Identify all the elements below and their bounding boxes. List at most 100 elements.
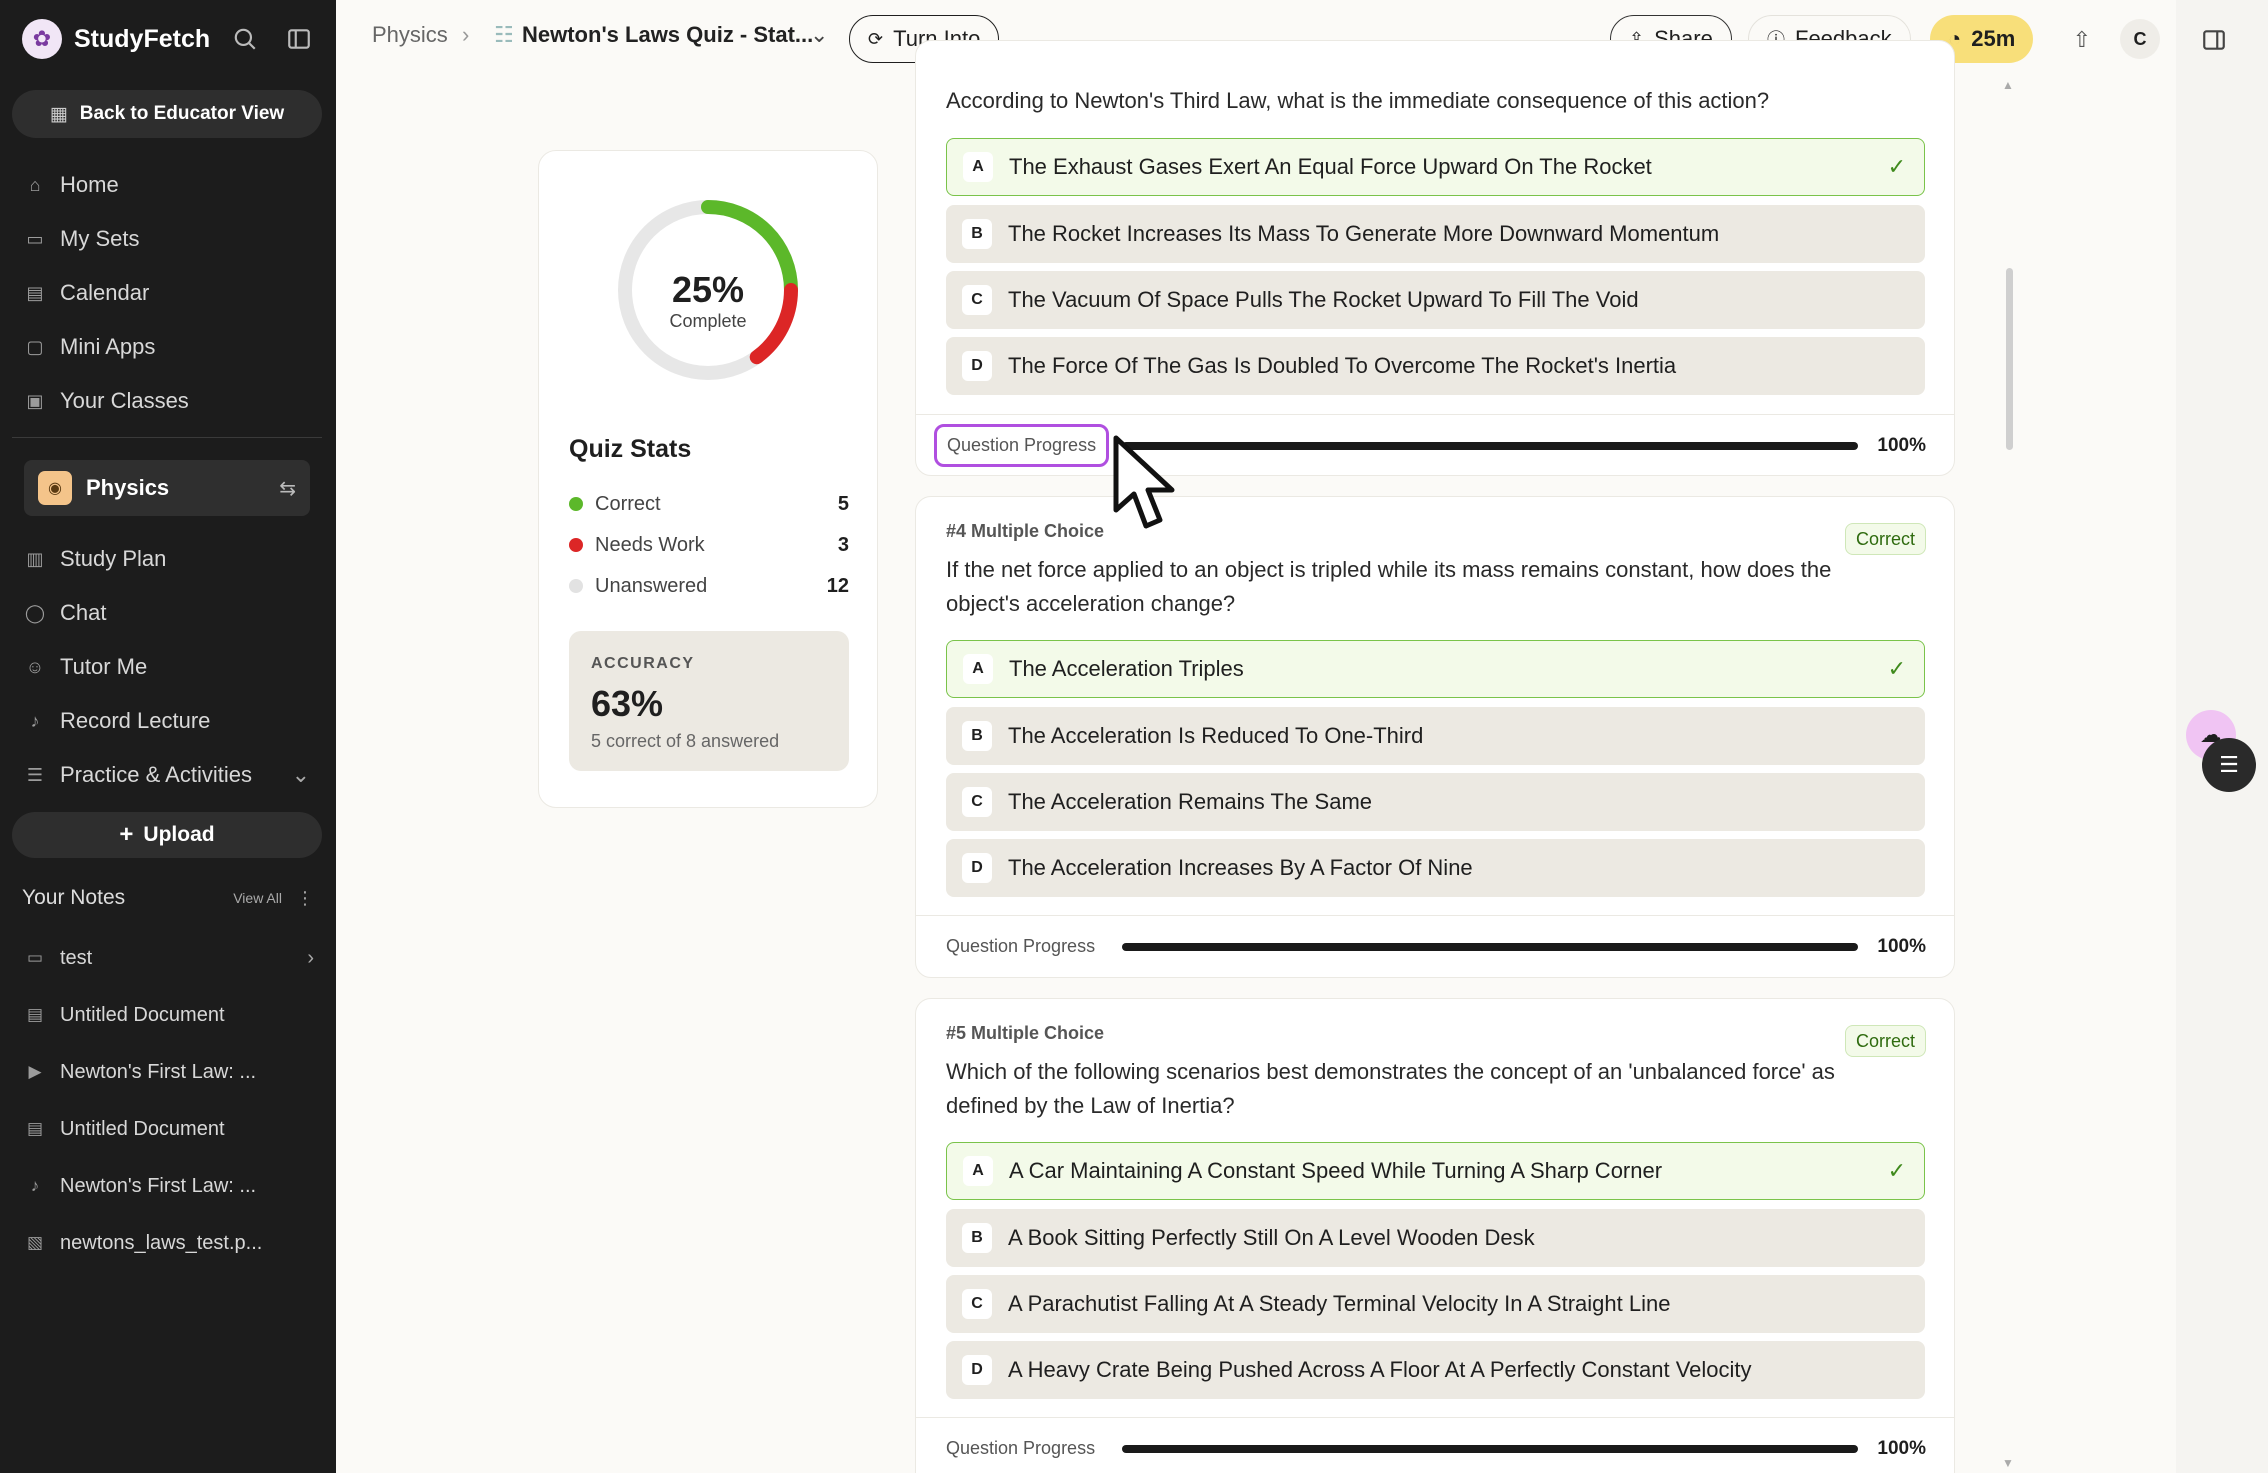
tutor-icon: ☺ xyxy=(25,656,45,677)
answer-option[interactable]: A A Car Maintaining A Constant Speed Whil… xyxy=(946,1142,1925,1200)
note-item[interactable]: ▶ Newton's First Law: ... xyxy=(24,1052,314,1092)
option-letter: C xyxy=(962,787,992,817)
breadcrumb-separator-icon: › xyxy=(462,22,470,47)
nav-item-tutor-me[interactable]: ☺ Tutor Me xyxy=(24,647,147,687)
answer-option[interactable]: D The Acceleration Increases By A Factor … xyxy=(946,839,1925,897)
option-text: A Car Maintaining A Constant Speed While… xyxy=(1009,1158,1663,1183)
option-letter: D xyxy=(962,1355,992,1385)
brand-name: StudyFetch xyxy=(74,24,211,53)
question-text: If the net force applied to an object is… xyxy=(946,557,1832,616)
option-text: The Vacuum Of Space Pulls The Rocket Upw… xyxy=(1008,287,1639,312)
nav-label: Home xyxy=(60,172,119,197)
question-card: #4 Multiple Choice Correct If the net fo… xyxy=(915,496,1955,978)
question-progress-bar xyxy=(1122,441,1858,450)
home-icon: ⌂ xyxy=(29,174,41,195)
nav-item-calendar[interactable]: ▤ Calendar xyxy=(24,273,149,313)
note-label: Untitled Document xyxy=(60,1117,225,1140)
question-progress-label[interactable]: Question Progress xyxy=(934,424,1110,467)
notes-header: Your Notes View All ⋮ xyxy=(22,880,314,916)
answer-option[interactable]: D A Heavy Crate Being Pushed Across A Flo… xyxy=(946,1341,1925,1399)
video-icon: ▶ xyxy=(28,1062,42,1081)
breadcrumb-current[interactable]: Newton's Laws Quiz - Stat... xyxy=(522,22,814,47)
percent-complete: 25% xyxy=(671,269,745,310)
answer-option[interactable]: C A Parachutist Falling At A Steady Termi… xyxy=(946,1275,1925,1333)
scroll-down-icon[interactable]: ▼ xyxy=(2002,1456,2014,1470)
nav-item-home[interactable]: ⌂ Home xyxy=(24,165,119,205)
nav-item-chat[interactable]: ◯ Chat xyxy=(24,593,107,633)
collapse-sidebar-icon[interactable] xyxy=(282,22,316,56)
back-to-educator-button[interactable]: ▦ Back to Educator View xyxy=(12,90,322,138)
option-text: The Force Of The Gas Is Doubled To Overc… xyxy=(1008,353,1677,378)
answer-option[interactable]: B The Rocket Increases Its Mass To Genera… xyxy=(946,205,1925,263)
convert-icon: ⟳ xyxy=(868,28,884,49)
question-progress: Question Progress 100% xyxy=(916,915,1954,977)
answer-option[interactable]: C The Acceleration Remains The Same xyxy=(946,773,1925,831)
nav-item-record-lecture[interactable]: ♪ Record Lecture xyxy=(24,701,211,741)
note-item[interactable]: ▭ test › xyxy=(24,938,314,978)
search-icon[interactable] xyxy=(228,22,262,56)
answer-option[interactable]: C The Vacuum Of Space Pulls The Rocket Up… xyxy=(946,271,1925,329)
answer-option[interactable]: B A Book Sitting Perfectly Still On A Lev… xyxy=(946,1209,1925,1267)
note-label: test xyxy=(60,946,93,969)
note-item[interactable]: ▤ Untitled Document xyxy=(24,1109,314,1149)
nav-item-my-sets[interactable]: ▭ My Sets xyxy=(24,219,139,259)
nav-item-mini-apps[interactable]: ▢ Mini Apps xyxy=(24,327,155,367)
note-item[interactable]: ▧ newtons_laws_test.p... xyxy=(24,1223,314,1263)
stat-label: Correct xyxy=(595,492,661,515)
note-item[interactable]: ▤ Untitled Document xyxy=(24,995,314,1035)
toggle-panel-icon[interactable] xyxy=(2198,24,2230,56)
question-text: Which of the following scenarios best de… xyxy=(946,1059,1835,1118)
avatar[interactable]: C xyxy=(2120,19,2160,59)
chevron-down-icon[interactable]: ⌄ xyxy=(810,22,829,47)
upload-button[interactable]: + Upload xyxy=(12,812,322,858)
scrollbar-thumb[interactable] xyxy=(2006,268,2013,450)
building-icon: ▦ xyxy=(49,103,68,125)
option-text: The Acceleration Increases By A Factor O… xyxy=(1008,855,1473,880)
answer-option[interactable]: A The Acceleration Triples ✓ xyxy=(946,640,1925,698)
stat-row-correct: Correct 5 xyxy=(569,489,849,519)
mouse-cursor-icon xyxy=(1113,435,1175,529)
subject-switcher[interactable]: ◉ Physics ⇆ xyxy=(24,460,310,516)
question-progress-label: Question Progress xyxy=(946,1438,1096,1458)
stat-row-needs-work: Needs Work 3 xyxy=(569,530,849,560)
timer-label: 25m xyxy=(1971,26,2016,51)
question-progress-percent: 100% xyxy=(1877,434,1926,456)
breadcrumb-root[interactable]: Physics xyxy=(372,22,448,47)
note-item[interactable]: ♪ Newton's First Law: ... xyxy=(24,1166,314,1206)
back-to-educator-label: Back to Educator View xyxy=(79,103,285,124)
question-card: According to Newton's Third Law, what is… xyxy=(915,40,1955,476)
scroll-up-icon[interactable]: ▲ xyxy=(2002,78,2014,92)
option-text: A Book Sitting Perfectly Still On A Leve… xyxy=(1008,1225,1535,1250)
mic-icon: ♪ xyxy=(30,710,40,731)
question-type: #5 Multiple Choice xyxy=(946,1023,1105,1043)
question-card: #5 Multiple Choice Correct Which of the … xyxy=(915,998,1955,1473)
question-progress-bar xyxy=(1122,1444,1858,1453)
more-options-icon[interactable]: ⋮ xyxy=(296,887,314,908)
folder-icon: ▭ xyxy=(26,228,44,249)
answer-option[interactable]: B The Acceleration Is Reduced To One-Thir… xyxy=(946,707,1925,765)
option-letter: B xyxy=(962,1223,992,1253)
note-label: Newton's First Law: ... xyxy=(60,1174,257,1197)
folder-icon: ▭ xyxy=(26,948,44,967)
status-dot xyxy=(569,579,583,593)
option-letter: B xyxy=(962,721,992,751)
nav-item-your-classes[interactable]: ▣ Your Classes xyxy=(24,381,188,421)
option-text: The Acceleration Remains The Same xyxy=(1008,789,1372,814)
question-text: According to Newton's Third Law, what is… xyxy=(946,88,1770,113)
class-icon: ▣ xyxy=(26,390,44,411)
option-letter: B xyxy=(962,219,992,249)
nav-item-practice-activities[interactable]: ☰ Practice & Activities ⌄ xyxy=(24,755,310,795)
question-progress-bar xyxy=(1122,942,1858,951)
view-all-link[interactable]: View All xyxy=(233,890,282,906)
list-icon: ☰ xyxy=(26,764,44,785)
nav-item-study-plan[interactable]: ▥ Study Plan xyxy=(24,539,166,579)
assistant-menu-button[interactable]: ☰ xyxy=(2202,738,2256,792)
brand[interactable]: ✿ StudyFetch xyxy=(22,18,210,60)
progress-donut: 25% Complete xyxy=(613,195,803,385)
nav-label: Mini Apps xyxy=(60,334,156,359)
export-icon[interactable]: ⇧ xyxy=(2072,27,2092,52)
option-text: The Exhaust Gases Exert An Equal Force U… xyxy=(1009,154,1652,179)
answer-option[interactable]: A The Exhaust Gases Exert An Equal Force … xyxy=(946,138,1925,196)
answer-option[interactable]: D The Force Of The Gas Is Doubled To Over… xyxy=(946,337,1925,395)
swap-icon[interactable]: ⇆ xyxy=(279,477,296,500)
